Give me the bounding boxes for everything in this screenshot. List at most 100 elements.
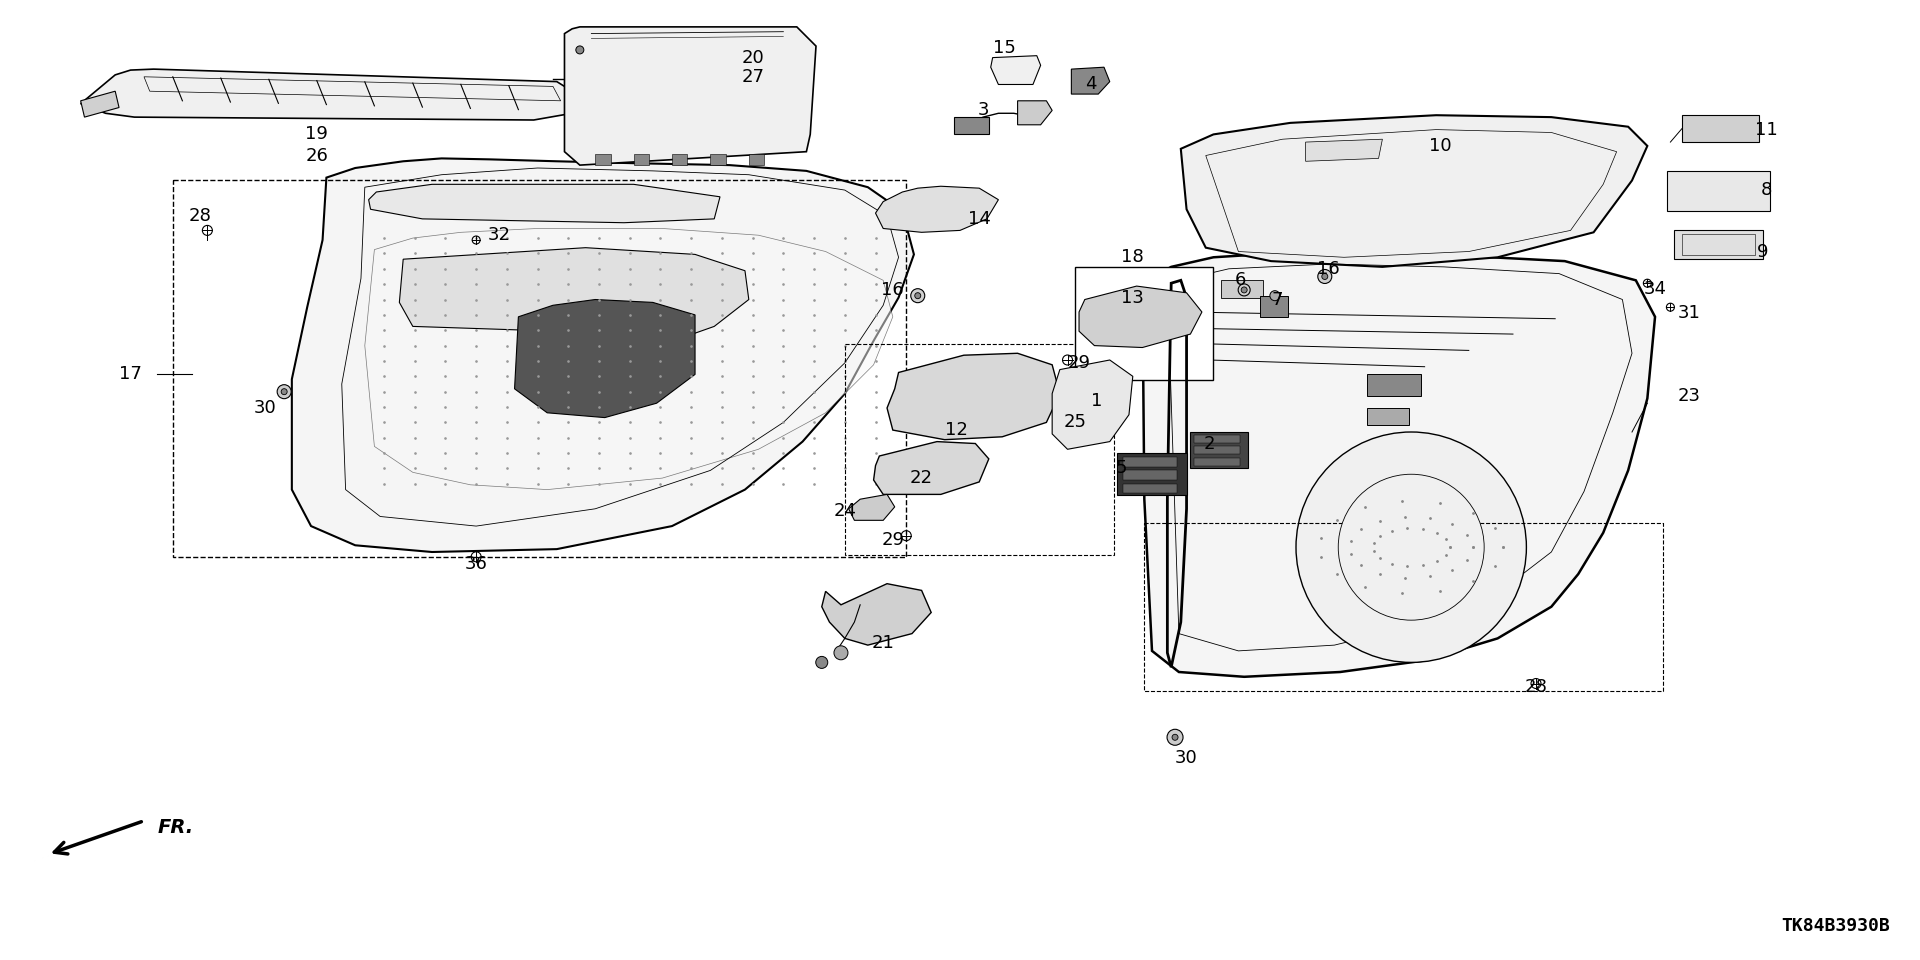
Circle shape xyxy=(1171,734,1179,740)
Bar xyxy=(173,180,906,557)
Bar xyxy=(1194,446,1240,454)
Circle shape xyxy=(1317,270,1332,283)
Bar xyxy=(1674,230,1763,259)
Bar xyxy=(1260,296,1288,317)
Polygon shape xyxy=(399,248,749,338)
Bar xyxy=(954,117,989,134)
Circle shape xyxy=(280,389,288,395)
Bar xyxy=(1221,280,1263,298)
Text: 16: 16 xyxy=(1317,260,1340,277)
Polygon shape xyxy=(634,154,649,165)
Bar xyxy=(1144,523,1663,691)
Polygon shape xyxy=(672,154,687,165)
Text: 20: 20 xyxy=(741,49,764,66)
Bar xyxy=(1682,115,1759,142)
Bar xyxy=(1667,171,1770,211)
Circle shape xyxy=(914,293,922,299)
Text: 21: 21 xyxy=(872,635,895,652)
Polygon shape xyxy=(1071,67,1110,94)
Text: 6: 6 xyxy=(1235,272,1246,289)
Polygon shape xyxy=(874,442,989,494)
Text: 25: 25 xyxy=(1064,414,1087,431)
Text: 23: 23 xyxy=(1678,387,1701,404)
Polygon shape xyxy=(849,494,895,520)
Text: 30: 30 xyxy=(253,399,276,417)
Circle shape xyxy=(833,646,849,660)
Text: 1: 1 xyxy=(1091,393,1102,410)
Polygon shape xyxy=(292,158,914,552)
Text: 29: 29 xyxy=(881,531,904,548)
Text: 5: 5 xyxy=(1116,460,1127,477)
Bar xyxy=(1075,267,1213,380)
Text: 15: 15 xyxy=(993,39,1016,57)
Polygon shape xyxy=(1306,139,1382,161)
Bar xyxy=(1367,374,1421,396)
Polygon shape xyxy=(822,584,931,645)
Text: FR.: FR. xyxy=(157,818,194,837)
Polygon shape xyxy=(991,56,1041,84)
Text: 18: 18 xyxy=(1121,249,1144,266)
Text: 36: 36 xyxy=(465,556,488,573)
Polygon shape xyxy=(81,91,119,117)
Text: 2: 2 xyxy=(1204,435,1215,452)
Polygon shape xyxy=(710,154,726,165)
Text: 10: 10 xyxy=(1428,137,1452,155)
Polygon shape xyxy=(515,300,695,418)
Bar xyxy=(1194,435,1240,443)
Circle shape xyxy=(1296,432,1526,662)
Bar xyxy=(1123,470,1177,480)
Polygon shape xyxy=(1079,286,1202,348)
Text: 16: 16 xyxy=(881,281,904,299)
Text: 14: 14 xyxy=(968,210,991,228)
Text: 32: 32 xyxy=(488,227,511,244)
Polygon shape xyxy=(81,69,580,120)
Polygon shape xyxy=(1052,360,1133,449)
Text: 26: 26 xyxy=(305,147,328,164)
Text: 31: 31 xyxy=(1678,304,1701,322)
Bar xyxy=(1367,408,1409,425)
Polygon shape xyxy=(365,228,893,490)
Bar xyxy=(1682,234,1755,255)
Text: 22: 22 xyxy=(910,469,933,487)
Circle shape xyxy=(816,657,828,668)
Text: 28: 28 xyxy=(1524,679,1548,696)
Bar xyxy=(845,344,1114,555)
Polygon shape xyxy=(595,154,611,165)
Text: 29: 29 xyxy=(1068,354,1091,372)
Bar xyxy=(1123,484,1177,493)
Text: 12: 12 xyxy=(945,421,968,439)
Bar xyxy=(1190,432,1248,468)
Polygon shape xyxy=(1181,115,1647,267)
Text: 28: 28 xyxy=(188,207,211,225)
Polygon shape xyxy=(564,27,816,165)
Polygon shape xyxy=(369,184,720,223)
Text: 8: 8 xyxy=(1761,181,1772,199)
Circle shape xyxy=(576,46,584,54)
Polygon shape xyxy=(749,154,764,165)
Circle shape xyxy=(1321,274,1329,279)
Text: 11: 11 xyxy=(1755,121,1778,138)
Text: 13: 13 xyxy=(1121,289,1144,306)
Text: 19: 19 xyxy=(305,126,328,143)
Text: 9: 9 xyxy=(1757,243,1768,260)
Text: 4: 4 xyxy=(1085,76,1096,93)
Bar xyxy=(1123,457,1177,467)
Circle shape xyxy=(276,385,292,398)
Text: 34: 34 xyxy=(1644,280,1667,298)
Circle shape xyxy=(1238,284,1250,296)
Text: 24: 24 xyxy=(833,502,856,519)
Circle shape xyxy=(1269,291,1281,300)
Text: 7: 7 xyxy=(1271,291,1283,308)
Polygon shape xyxy=(887,353,1060,440)
Circle shape xyxy=(910,289,925,302)
Text: 3: 3 xyxy=(977,102,989,119)
Polygon shape xyxy=(1142,252,1655,677)
Polygon shape xyxy=(1018,101,1052,125)
Circle shape xyxy=(1240,287,1248,293)
Circle shape xyxy=(1167,730,1183,745)
Bar xyxy=(1117,453,1187,495)
Text: 27: 27 xyxy=(741,68,764,85)
Text: TK84B3930B: TK84B3930B xyxy=(1782,917,1889,935)
Bar xyxy=(1194,458,1240,466)
Text: 17: 17 xyxy=(119,366,142,383)
